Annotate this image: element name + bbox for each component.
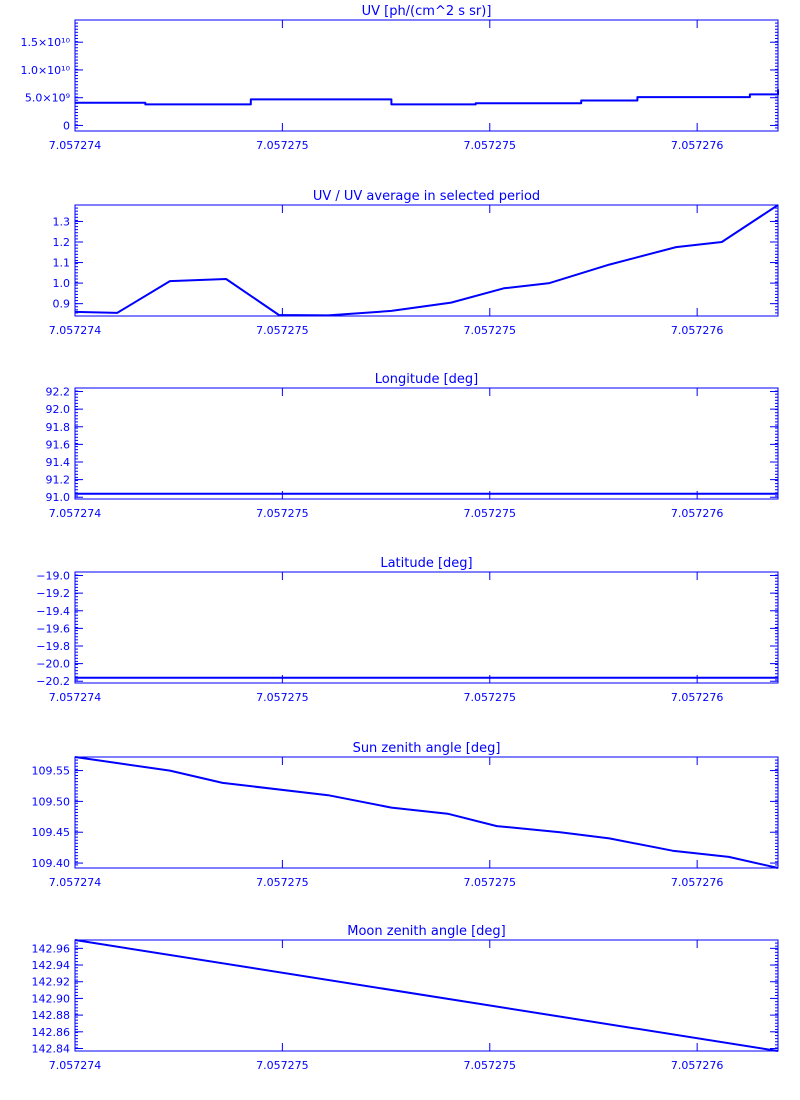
x-tick-label: 7.057274: [49, 139, 102, 152]
y-tick-label: 142.94: [32, 959, 71, 972]
chart-3: Longitude [deg] 91.0 91.2 91.4 91.6 91.8 92.0 9…: [46, 372, 779, 520]
y-tick-label: 1.2: [53, 236, 71, 249]
x-tick-label: 7.057275: [464, 876, 517, 889]
x-tick-label: 7.057276: [671, 507, 724, 520]
x-tick-label: 7.057274: [49, 507, 102, 520]
series-line: [75, 89, 779, 106]
y-tick-label: 1.5×10¹⁰: [20, 36, 70, 49]
x-tick-label: 7.057274: [49, 1059, 102, 1072]
chart-title: Sun zenith angle [deg]: [353, 741, 501, 756]
x-tick-label: 7.057275: [464, 507, 517, 520]
x-tick-label: 7.057275: [464, 139, 517, 152]
y-tick-label: 91.8: [46, 421, 71, 434]
y-tick-label: −20.0: [36, 658, 70, 671]
y-tick-label: 109.55: [32, 765, 71, 778]
y-tick-label: 91.6: [46, 438, 71, 451]
chart-title: UV / UV average in selected period: [313, 189, 540, 204]
chart-title: Longitude [deg]: [375, 372, 478, 387]
chart-6: Moon zenith angle [deg] 142.84 142.86 142.8…: [32, 924, 779, 1072]
x-tick-label: 7.057274: [49, 691, 102, 704]
y-tick-label: 142.96: [32, 942, 71, 955]
y-tick-label: 91.4: [46, 456, 71, 469]
series-line: [74, 204, 779, 317]
x-tick-label: 7.057275: [256, 876, 309, 889]
x-tick-label: 7.057274: [49, 324, 102, 337]
y-tick-label: 0: [63, 119, 70, 132]
y-tick-label: 109.45: [32, 826, 71, 839]
y-tick-label: 92.2: [46, 386, 71, 399]
x-tick-label: 7.057275: [464, 1059, 517, 1072]
chart-4: Latitude [deg] −20.2 −20.0 −19.8 −19.6 −19.4 −…: [36, 556, 779, 704]
series-line: [74, 756, 779, 869]
chart-title: Moon zenith angle [deg]: [347, 924, 505, 939]
plot-frame: [74, 19, 779, 132]
x-tick-label: 7.057275: [256, 507, 309, 520]
plot-frame: [74, 204, 779, 317]
x-tick-label: 7.057275: [464, 691, 517, 704]
y-tick-label: 109.50: [32, 795, 71, 808]
y-tick-label: −19.2: [36, 587, 70, 600]
y-tick-label: 142.86: [32, 1026, 71, 1039]
y-tick-label: 1.0: [53, 277, 71, 290]
y-tick-label: 142.88: [32, 1009, 71, 1022]
x-tick-label: 7.057275: [256, 1059, 309, 1072]
y-tick-label: 1.0×10¹⁰: [20, 64, 70, 77]
x-tick-label: 7.057276: [671, 324, 724, 337]
x-tick-label: 7.057275: [256, 691, 309, 704]
y-tick-label: 5.0×10⁹: [25, 92, 70, 105]
y-tick-label: 109.40: [32, 857, 71, 870]
x-tick-label: 7.057274: [49, 876, 102, 889]
x-tick-label: 7.057276: [671, 1059, 724, 1072]
y-tick-label: 142.90: [32, 992, 71, 1005]
y-tick-label: 1.1: [53, 257, 71, 270]
x-tick-label: 7.057276: [671, 691, 724, 704]
chart-title: UV [ph/(cm^2 s sr)]: [362, 4, 492, 19]
chart-5: Sun zenith angle [deg] 109.40 109.45 109.50…: [32, 741, 779, 889]
y-tick-label: −19.8: [36, 640, 70, 653]
y-tick-label: 142.84: [32, 1042, 71, 1055]
y-tick-label: −20.2: [36, 675, 70, 688]
x-tick-label: 7.057275: [464, 324, 517, 337]
plot-frame: [74, 571, 779, 684]
x-tick-label: 7.057276: [671, 139, 724, 152]
y-tick-label: 0.9: [53, 298, 71, 311]
y-tick-label: 92.0: [46, 403, 71, 416]
series-line: [74, 939, 779, 1052]
y-tick-label: 1.3: [53, 215, 71, 228]
x-tick-label: 7.057276: [671, 876, 724, 889]
y-tick-label: 91.2: [46, 474, 71, 487]
x-tick-label: 7.057275: [256, 139, 309, 152]
chart-title: Latitude [deg]: [380, 556, 472, 571]
y-tick-label: −19.6: [36, 622, 70, 635]
x-tick-label: 7.057275: [256, 324, 309, 337]
y-tick-label: 91.0: [46, 491, 71, 504]
y-tick-label: 142.92: [32, 976, 71, 989]
chart-2: UV / UV average in selected period 0.9 1.0…: [49, 189, 779, 337]
chart-1: UV [ph/(cm^2 s sr)] 0 5.0×10⁹ 1.0×10¹⁰ 1.5×1…: [20, 4, 779, 152]
plot-frame: [74, 387, 779, 500]
y-tick-label: −19.0: [36, 570, 70, 583]
y-tick-label: −19.4: [36, 605, 70, 618]
